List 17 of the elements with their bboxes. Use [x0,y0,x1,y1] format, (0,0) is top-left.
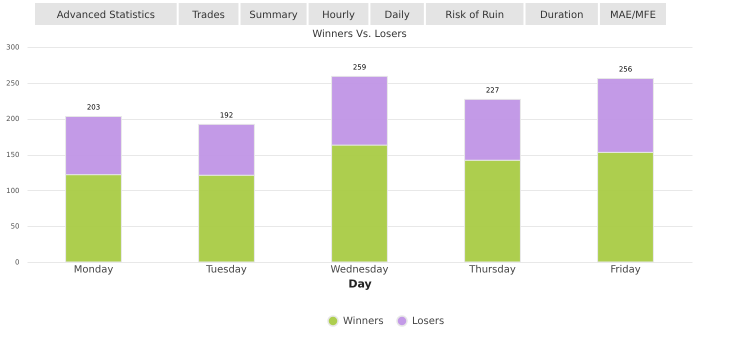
x-tick-label: Wednesday [330,264,389,276]
x-tick-label: Friday [610,264,641,276]
x-tick-label: Tuesday [205,264,247,276]
text: Duration [540,10,584,21]
text: MAE/MFE [610,10,656,21]
text: Risk of Ruin [445,10,504,21]
legend-label: Losers [412,316,444,327]
legend-label: Winners [343,316,384,327]
text: Trades [191,10,225,21]
x-tick-label: Monday [74,264,114,276]
text: Daily [384,10,410,21]
text: Advanced Statistics [56,10,155,21]
x-tick-label: Thursday [468,264,516,276]
text: Hourly [322,10,355,21]
x-axis-title: Day [348,278,372,290]
chart-title: Winners Vs. Losers [312,29,407,40]
text: Summary [249,10,298,21]
